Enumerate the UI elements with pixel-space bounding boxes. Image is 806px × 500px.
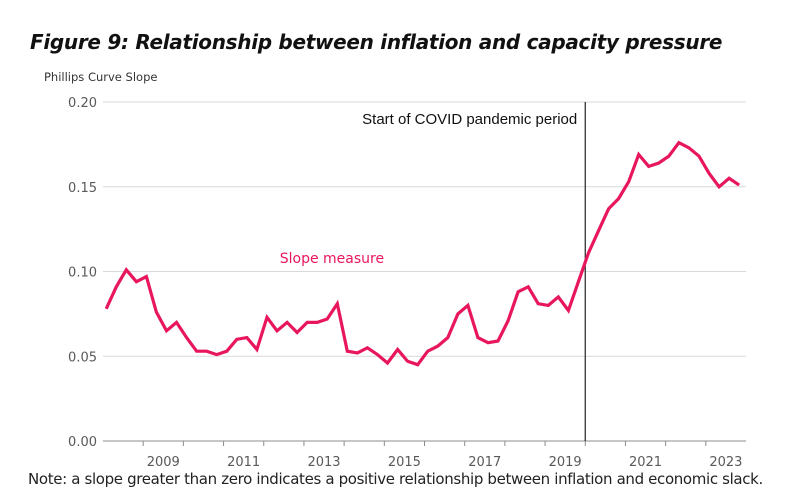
x-tick-label: 2019 (549, 455, 582, 470)
x-tick-label: 2021 (629, 455, 662, 470)
covid-annotation-label: Start of COVID pandemic period (362, 111, 577, 128)
y-tick-label: 0.10 (68, 266, 97, 281)
annotations: Start of COVID pandemic period (362, 102, 586, 441)
series-label: Slope measure (280, 251, 384, 267)
series-layer: Slope measure (104, 140, 741, 367)
x-tick-label: 2017 (468, 455, 501, 470)
x-tick-label: 2023 (709, 455, 742, 470)
figure-title: Figure 9: Relationship between inflation… (30, 30, 723, 54)
figure-note: Note: a slope greater than zero indicate… (28, 470, 763, 488)
x-tick-label: 2013 (307, 455, 340, 470)
y-tick-labels: 0.00 0.05 0.10 0.15 0.20 (68, 96, 97, 450)
x-axis: 2009 2011 2013 2015 2017 2019 2021 2023 (142, 441, 742, 470)
slope-measure-line (104, 140, 741, 367)
y-axis-label: Phillips Curve Slope (44, 70, 158, 84)
x-tick-label: 2011 (227, 455, 260, 470)
x-tick-label: 2009 (147, 455, 180, 470)
y-tick-label: 0.20 (68, 96, 97, 111)
x-tick-label: 2015 (388, 455, 421, 470)
y-tick-label: 0.05 (68, 350, 97, 365)
y-tick-label: 0.15 (68, 181, 97, 196)
gridlines (103, 101, 746, 442)
y-tick-label: 0.00 (68, 435, 97, 450)
